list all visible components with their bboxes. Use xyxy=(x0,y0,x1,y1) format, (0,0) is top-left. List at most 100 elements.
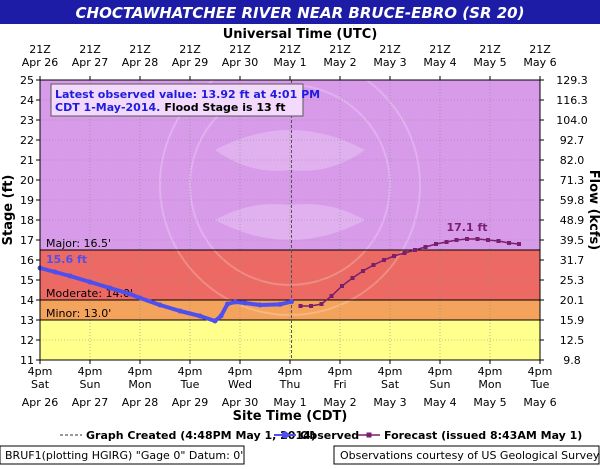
y-right-tick-label: 12.5 xyxy=(560,334,585,347)
y-right-tick-label: 48.9 xyxy=(560,214,585,227)
y-left-tick-label: 12 xyxy=(20,334,34,347)
bottom-tick-label-2: Tue xyxy=(180,378,200,391)
observed-point xyxy=(107,285,113,291)
observed-point xyxy=(277,301,283,307)
top-tick-label-2: May 6 xyxy=(523,56,556,69)
y-left-tick-label: 20 xyxy=(20,174,34,187)
bottom-tick-label-3: Apr 26 xyxy=(22,396,59,409)
stage-lines: Major: 16.5'Moderate: 14.0'Minor: 13.0' xyxy=(40,80,540,360)
latest-value-line2: CDT 1-May-2014. Flood Stage is 13 ft xyxy=(55,101,286,114)
top-tick-label-1: 21Z xyxy=(379,43,401,56)
top-tick-label-1: 21Z xyxy=(179,43,201,56)
bottom-tick-label-3: Apr 30 xyxy=(222,396,259,409)
bottom-tick-label-1: 4pm xyxy=(178,365,203,378)
bottom-tick-label-1: 4pm xyxy=(378,365,403,378)
forecast-point xyxy=(350,276,355,280)
bottom-tick-label-1: 4pm xyxy=(128,365,153,378)
footer-left-text: BRUF1(plotting HGIRG) "Gage 0" Datum: 0' xyxy=(5,449,243,462)
top-tick-label-1: 21Z xyxy=(329,43,351,56)
y-right-tick-label: 15.9 xyxy=(560,314,585,327)
bottom-tick-label-2: Mon xyxy=(128,378,151,391)
y-right-tick-label: 104.0 xyxy=(556,114,588,127)
bottom-tick-label-3: Apr 27 xyxy=(72,396,109,409)
y-left-tick-label: 22 xyxy=(20,134,34,147)
bottom-tick-label-2: Sat xyxy=(31,378,50,391)
observed-peak-label: 15.6 ft xyxy=(46,253,87,266)
axes-layer: 11 12 13 14 15 16 17 18 19 20 21 22 23 24 25 9.8 12.5 15.… xyxy=(20,43,588,409)
forecast-point xyxy=(371,263,376,267)
bottom-tick-label-1: 4pm xyxy=(28,365,53,378)
top-tick-label-2: May 5 xyxy=(473,56,506,69)
y-right-tick-label: 39.5 xyxy=(560,234,585,247)
bottom-tick-label-3: May 3 xyxy=(373,396,406,409)
bottom-tick-label-3: Apr 28 xyxy=(122,396,159,409)
bottom-tick-label-1: 4pm xyxy=(528,365,553,378)
top-tick-label-2: Apr 26 xyxy=(22,56,59,69)
observed-point xyxy=(225,301,230,307)
y-left-tick-label: 18 xyxy=(20,214,34,227)
y-right-tick-label: 82.0 xyxy=(560,154,585,167)
stage-label-major: Major: 16.5' xyxy=(46,237,111,250)
top-tick-label-1: 21Z xyxy=(279,43,301,56)
y-right-tick-label: 31.7 xyxy=(560,254,585,267)
forecast-point xyxy=(434,242,438,246)
forecast-point xyxy=(319,302,324,306)
bottom-axis-title: Site Time (CDT) xyxy=(233,409,348,424)
y-left-tick-label: 15 xyxy=(20,274,34,287)
y-left-tick-label: 19 xyxy=(20,194,34,207)
observed-point xyxy=(218,313,224,319)
top-tick-label-1: 21Z xyxy=(229,43,251,56)
footer-right-text: Observations courtesy of US Geological S… xyxy=(340,449,600,462)
bottom-tick-label-1: 4pm xyxy=(428,365,453,378)
bottom-tick-label-3: May 4 xyxy=(423,396,456,409)
bottom-tick-label-3: May 6 xyxy=(523,396,556,409)
legend-observed: Observed xyxy=(300,429,359,442)
top-tick-label-2: Apr 28 xyxy=(122,56,159,69)
forecast-point xyxy=(454,238,459,242)
observed-point xyxy=(232,299,238,305)
top-tick-label-1: 21Z xyxy=(29,43,51,56)
forecast-point xyxy=(423,245,428,249)
bottom-tick-label-1: 4pm xyxy=(478,365,503,378)
forecast-point xyxy=(444,240,449,244)
series-layer: 15.6 ft 17.1 ft xyxy=(37,221,521,324)
top-tick-label-2: May 3 xyxy=(373,56,406,69)
bottom-tick-label-3: Apr 29 xyxy=(172,396,209,409)
forecast-point xyxy=(392,254,396,258)
forecast-point xyxy=(465,237,469,241)
y-right-tick-label: 9.8 xyxy=(563,354,581,367)
forecast-point xyxy=(413,248,417,252)
top-tick-label-2: Apr 29 xyxy=(172,56,209,69)
forecast-line xyxy=(300,238,520,307)
bottom-tick-label-2: Mon xyxy=(478,378,501,391)
forecast-peak-label: 17.1 ft xyxy=(446,221,487,234)
y-left-tick-label: 25 xyxy=(20,74,34,87)
latest-value-box xyxy=(50,83,304,117)
top-tick-label-1: 21Z xyxy=(129,43,151,56)
y-right-tick-label: 20.1 xyxy=(560,294,585,307)
bottom-tick-label-2: Sun xyxy=(430,378,451,391)
observed-point xyxy=(127,291,133,297)
observed-point xyxy=(52,269,58,275)
chart-title: CHOCTAWHATCHEE RIVER NEAR BRUCE-EBRO (SR… xyxy=(76,4,525,22)
forecast-point xyxy=(298,304,303,308)
forecast-point xyxy=(475,237,480,241)
stage-label-minor: Minor: 13.0' xyxy=(46,307,111,320)
forecast-point xyxy=(309,304,313,308)
observed-point xyxy=(257,302,263,308)
y-left-tick-label: 14 xyxy=(20,294,34,307)
top-tick-label-2: May 2 xyxy=(323,56,356,69)
forecast-point xyxy=(402,251,407,255)
top-tick-label-2: May 1 xyxy=(273,56,306,69)
bottom-tick-label-2: Sun xyxy=(80,378,101,391)
observed-point xyxy=(67,273,73,279)
bottom-tick-label-2: Fri xyxy=(333,378,346,391)
forecast-point xyxy=(382,258,386,262)
legend: Graph Created (4:48PM May 1, 2014) Obser… xyxy=(60,429,582,442)
y-left-tick-label: 16 xyxy=(20,254,34,267)
y-right-tick-label: 71.3 xyxy=(560,174,585,187)
top-tick-label-2: May 4 xyxy=(423,56,456,69)
y-axis-right-label: Flow (kcfs) xyxy=(586,170,600,250)
y-right-tick-label: 116.3 xyxy=(556,94,588,107)
bottom-tick-label-1: 4pm xyxy=(278,365,303,378)
